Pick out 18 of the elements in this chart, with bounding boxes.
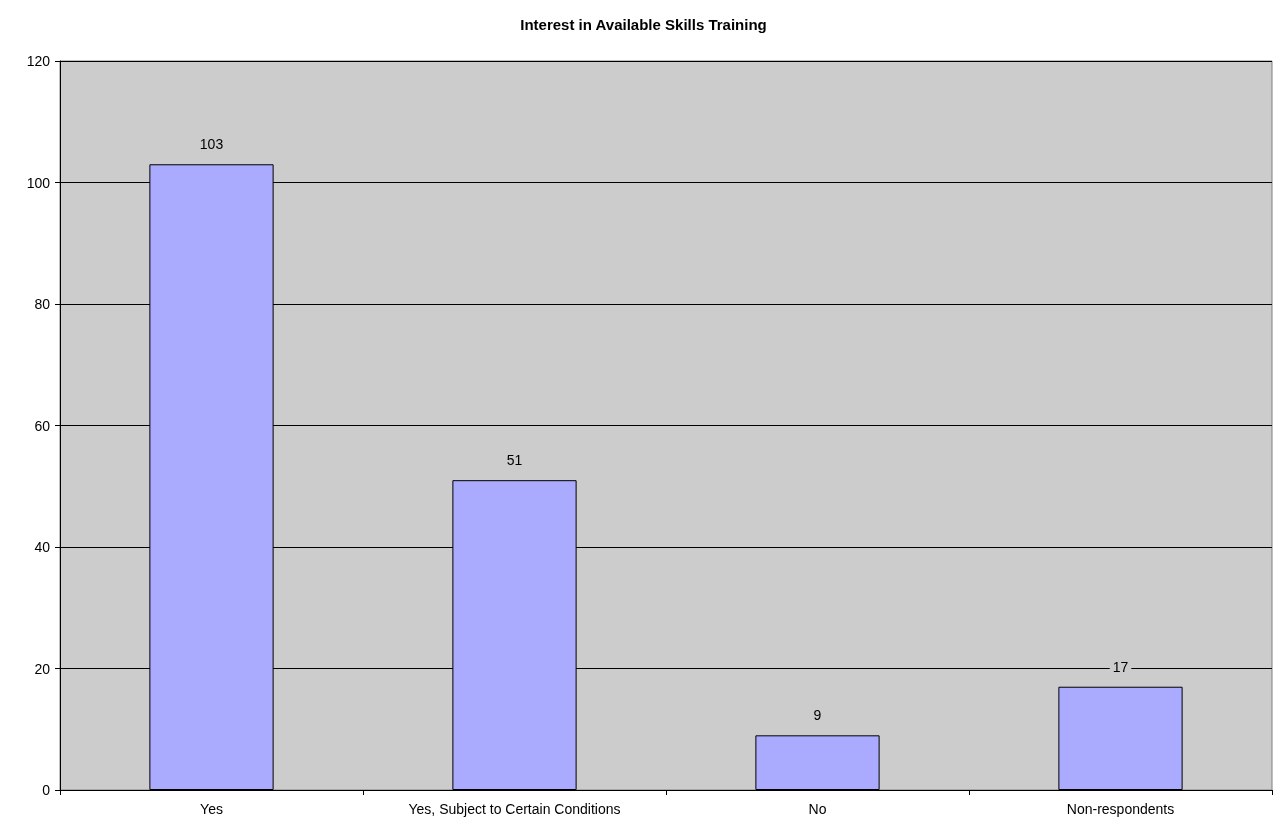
bar xyxy=(1058,686,1183,790)
y-tick-label: 80 xyxy=(34,296,51,312)
data-label: 51 xyxy=(506,452,523,469)
y-tick-label: 40 xyxy=(34,539,51,555)
y-tick-label: 100 xyxy=(26,174,51,191)
data-label: 9 xyxy=(813,707,822,724)
y-tick-label: 0 xyxy=(42,782,51,798)
chart-title: Interest in Available Skills Training xyxy=(520,16,767,33)
x-tick-label: Yes xyxy=(200,801,223,817)
x-tick-label: Non-respondents xyxy=(1066,801,1175,817)
x-tick-label: No xyxy=(808,801,827,817)
y-tick-label: 60 xyxy=(34,417,51,434)
y-tick-label: 20 xyxy=(34,660,51,677)
bar xyxy=(755,735,880,790)
data-label: 17 xyxy=(1112,658,1129,675)
x-tick-label: Yes, Subject to Certain Conditions xyxy=(408,801,621,817)
y-tick-label: 120 xyxy=(26,53,51,69)
data-label: 103 xyxy=(199,136,224,153)
